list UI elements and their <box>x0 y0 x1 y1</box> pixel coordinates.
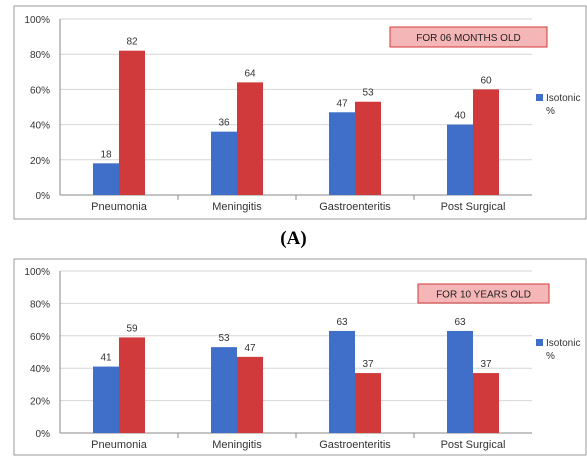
data-label: 40 <box>454 111 466 122</box>
y-tick-label: 60% <box>30 85 50 96</box>
data-label: 63 <box>336 317 348 328</box>
x-tick-label: Pneumonia <box>91 439 148 451</box>
data-label: 37 <box>480 359 492 370</box>
bar <box>329 330 355 433</box>
x-tick-label: Gastroenteritis <box>319 201 391 213</box>
y-tick-label: 40% <box>30 121 50 132</box>
bar <box>119 50 145 196</box>
y-tick-label: 40% <box>30 364 50 375</box>
panel-label-a: (A) <box>280 228 307 249</box>
data-label: 47 <box>336 98 348 109</box>
bar <box>237 356 263 433</box>
data-label: 64 <box>244 68 256 79</box>
bar <box>447 330 473 433</box>
bar <box>473 89 499 195</box>
data-label: 60 <box>480 75 492 86</box>
annotation-badge <box>389 26 548 48</box>
bar <box>211 131 237 195</box>
data-label: 36 <box>218 118 230 129</box>
x-tick-label: Meningitis <box>212 201 262 213</box>
bar <box>93 163 119 195</box>
x-tick-label: Post Surgical <box>441 439 506 451</box>
bar <box>329 112 355 195</box>
x-tick-label: Gastroenteritis <box>319 439 391 451</box>
legend-swatch <box>536 339 543 346</box>
x-tick-label: Pneumonia <box>91 201 148 213</box>
data-label: 47 <box>244 343 256 354</box>
data-label: 41 <box>100 353 112 364</box>
y-tick-label: 80% <box>30 50 50 61</box>
legend-swatch <box>536 94 543 101</box>
data-label: 59 <box>126 323 138 334</box>
legend-label-line2: % <box>546 106 555 117</box>
annotation-text: FOR 06 MONTHS OLD <box>416 33 520 44</box>
y-tick-label: 100% <box>24 267 50 278</box>
data-label: 37 <box>362 359 374 370</box>
bar <box>93 366 119 433</box>
bar <box>355 101 381 195</box>
bar <box>237 82 263 195</box>
legend-label: Isotonic <box>546 93 580 104</box>
y-tick-label: 20% <box>30 397 50 408</box>
bar <box>211 347 237 433</box>
chart-a: 0% 20% 40% 60% 80% 100% Pneumonia 18 82 Meningiti… <box>13 5 587 220</box>
data-label: 63 <box>454 317 466 328</box>
y-tick-label: 20% <box>30 156 50 167</box>
bar <box>119 337 145 433</box>
annotation-badge <box>417 283 550 304</box>
bar <box>473 373 499 433</box>
data-label: 53 <box>218 333 230 344</box>
annotation-text: FOR 10 YEARS OLD <box>436 290 531 301</box>
y-tick-label: 80% <box>30 299 50 310</box>
chart-b: 0% 20% 40% 60% 80% 100% Pneumonia 41 59 Meningiti… <box>13 258 587 456</box>
legend-label: Isotonic <box>546 338 580 349</box>
bar <box>447 124 473 195</box>
data-label: 82 <box>126 37 138 48</box>
y-tick-label: 0% <box>36 191 51 202</box>
bar <box>355 373 381 433</box>
data-label: 18 <box>100 149 112 160</box>
y-tick-label: 60% <box>30 332 50 343</box>
data-label: 53 <box>362 88 374 99</box>
y-tick-label: 0% <box>36 429 51 440</box>
x-tick-label: Post Surgical <box>441 201 506 213</box>
x-tick-label: Meningitis <box>212 439 262 451</box>
y-tick-label: 100% <box>24 15 50 26</box>
legend-label-line2: % <box>546 351 555 362</box>
